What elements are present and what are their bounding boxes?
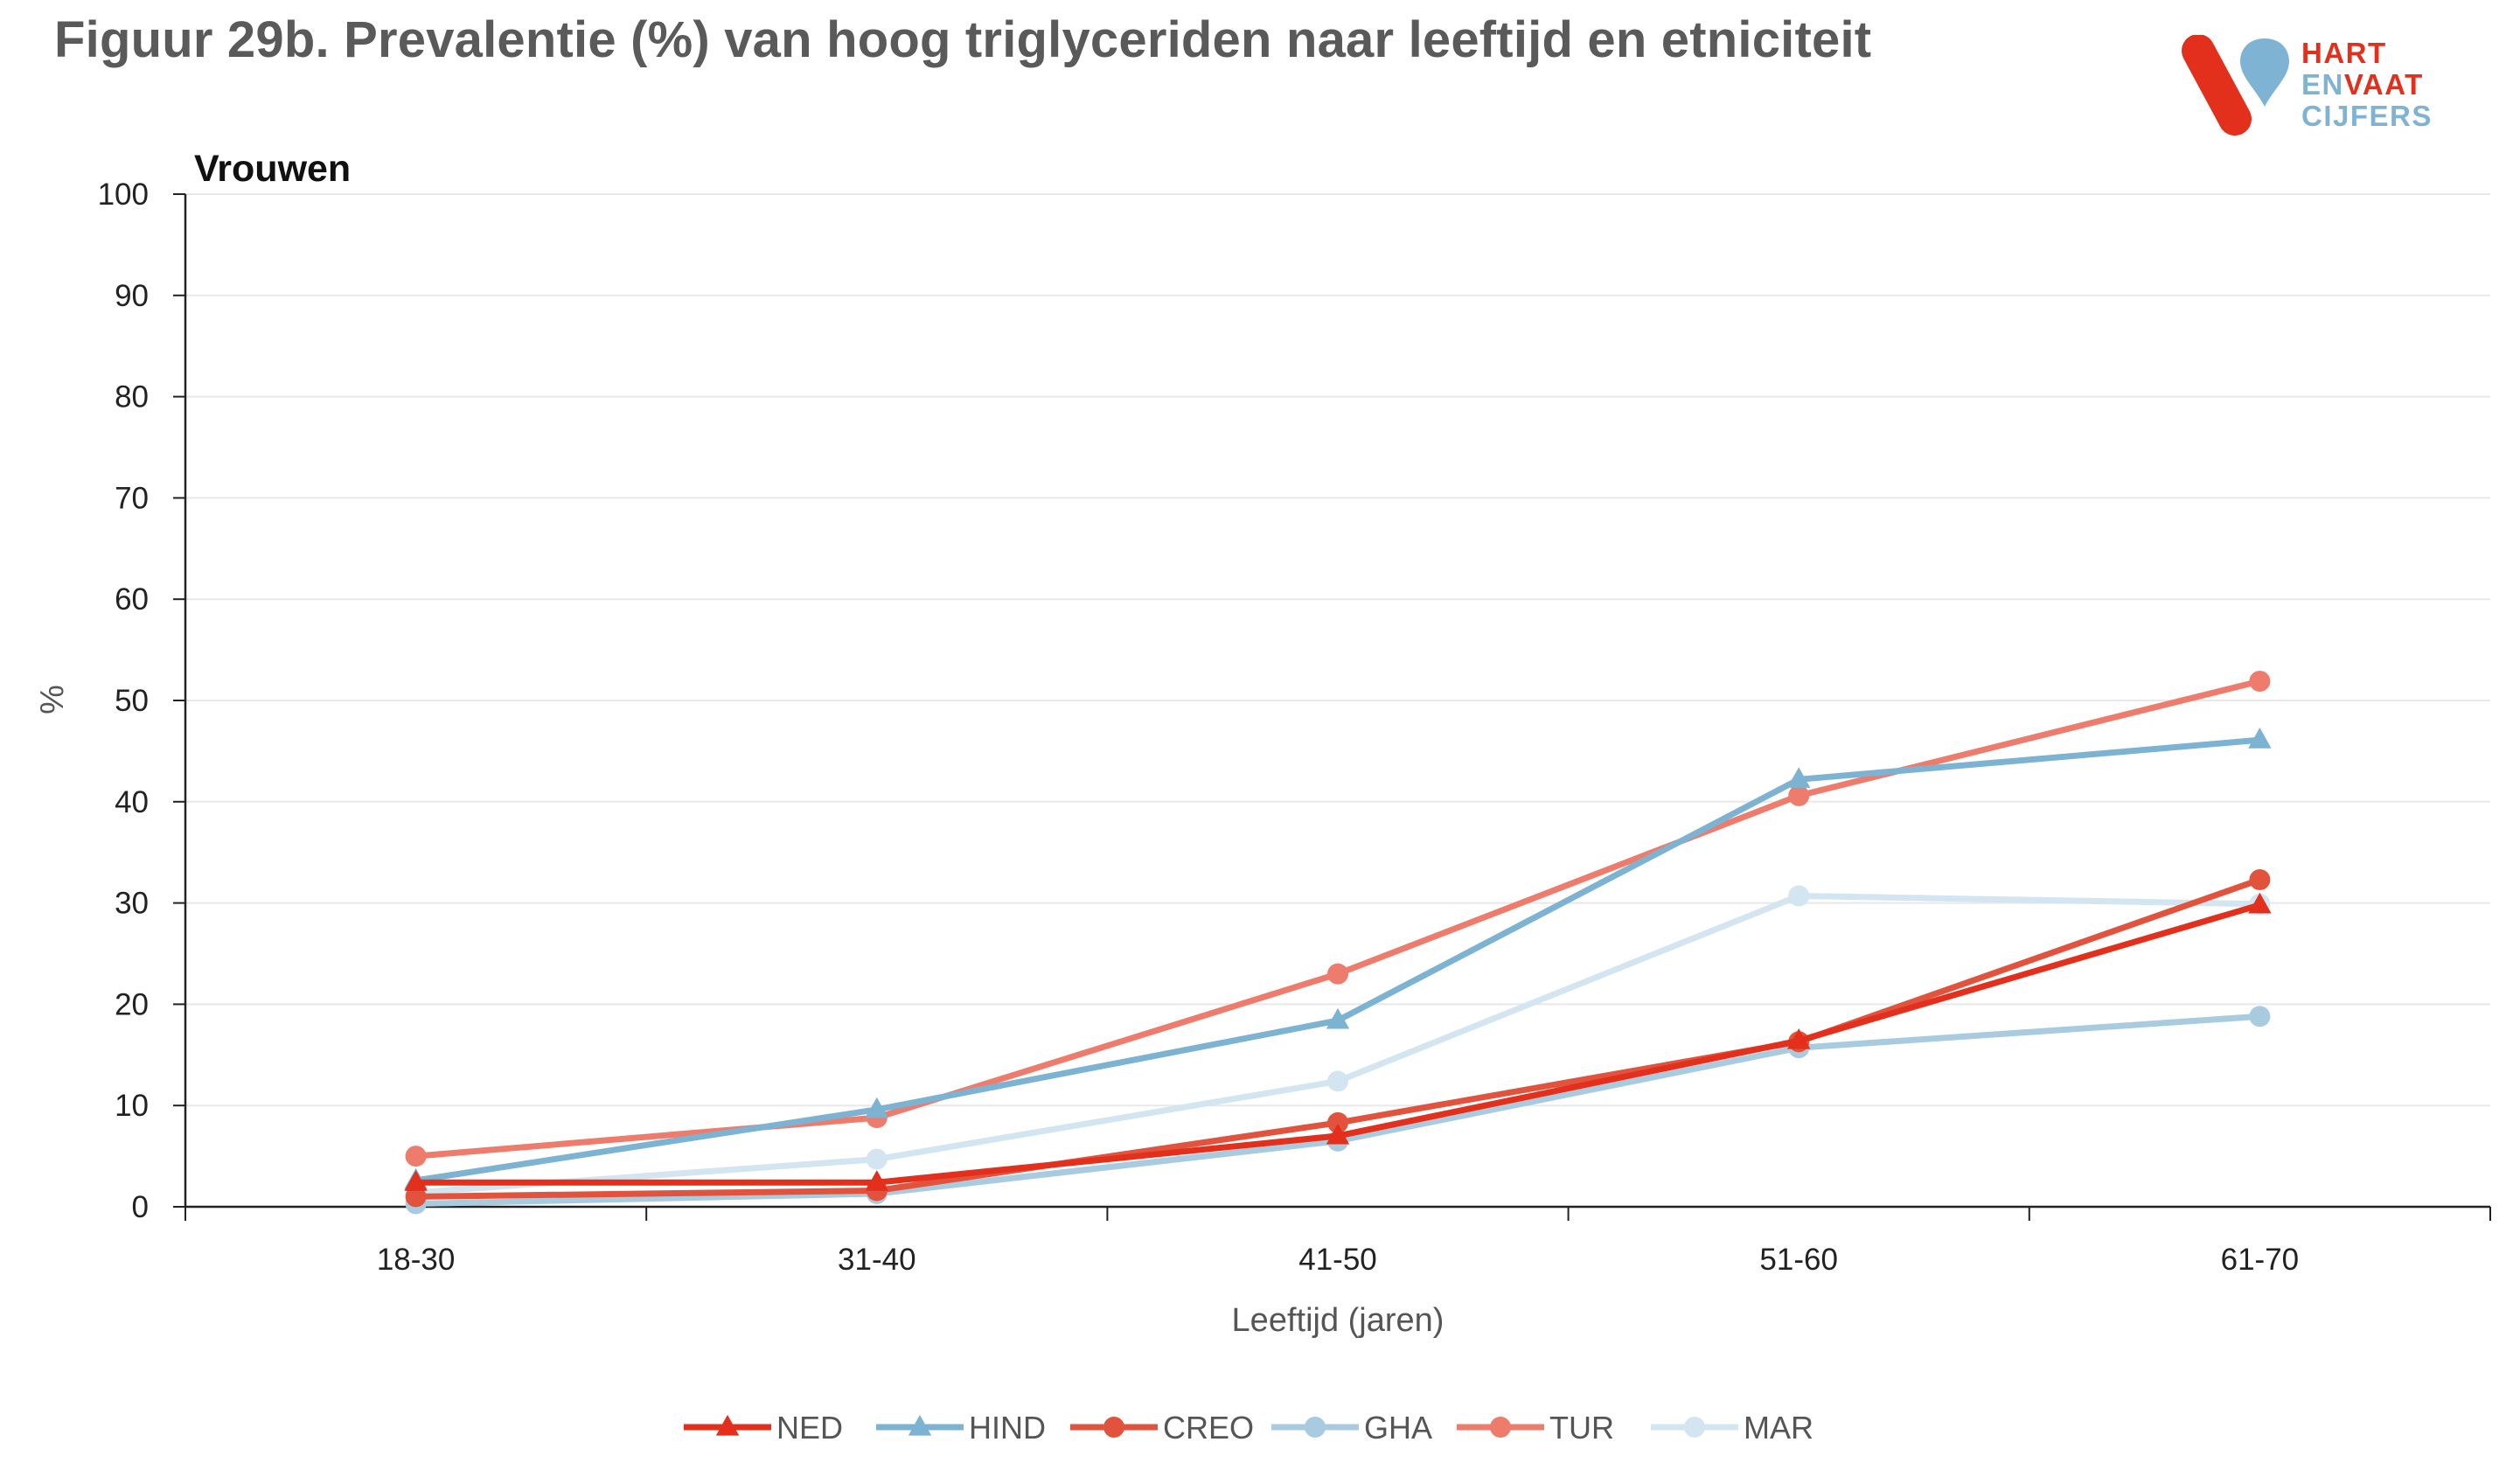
series-line-gha	[413, 1013, 2263, 1208]
legend-item-ned: NED	[684, 1410, 843, 1446]
legend-item-creo: CREO	[1070, 1410, 1254, 1446]
gridlines	[185, 193, 2490, 1107]
series-mar	[405, 885, 2271, 1203]
logo-text-line2: ENVAAT	[2301, 70, 2424, 99]
data-point-creo	[1327, 1111, 1348, 1133]
legend-item-tur: TUR	[1457, 1410, 1614, 1446]
legend-label-ned: NED	[776, 1410, 843, 1446]
y-axis-title: %	[34, 685, 71, 714]
logo-text-line1: HART	[2301, 37, 2387, 69]
data-point-ned	[865, 1170, 888, 1191]
logo-mark-icon	[2182, 35, 2289, 136]
data-point-ned	[404, 1170, 428, 1191]
data-point-creo	[2249, 868, 2271, 890]
x-tick-label: 61-70	[2221, 1243, 2300, 1277]
panel-title: Vrouwen	[194, 148, 351, 190]
legend-label-hind: HIND	[969, 1410, 1046, 1446]
page-title: Figuur 29b. Prevalentie (%) van hoog tri…	[54, 11, 1872, 68]
data-point-tur	[1788, 784, 1810, 806]
legend-label-creo: CREO	[1163, 1410, 1254, 1446]
legend-item-mar: MAR	[1651, 1410, 1813, 1446]
y-tick-label: 60	[115, 582, 149, 617]
logo-text-en: EN	[2301, 68, 2344, 101]
data-point-tur	[405, 1146, 427, 1167]
y-tick-label: 50	[115, 684, 149, 718]
y-tick-label: 100	[98, 178, 149, 212]
logo-text-vaat: VAAT	[2343, 68, 2424, 101]
data-point-mar	[1788, 885, 1810, 907]
legend-label-mar: MAR	[1744, 1410, 1813, 1446]
legend-marker-mar	[1684, 1417, 1705, 1438]
x-axis-ticks: 18-30 31-40 41-50 51-60 61-70	[184, 1207, 2491, 1277]
data-point-tur	[2249, 670, 2271, 692]
data-point-hind	[1326, 1007, 1350, 1029]
legend-marker-gha	[1305, 1417, 1326, 1438]
data-point-ned	[1326, 1123, 1350, 1145]
legend-item-gha: GHA	[1271, 1410, 1432, 1446]
x-tick-label: 18-30	[377, 1243, 456, 1277]
logo-red-bar	[2182, 35, 2252, 136]
y-tick-label: 30	[115, 887, 149, 921]
data-point-hind	[2248, 728, 2272, 749]
legend-marker-hind	[908, 1414, 932, 1436]
data-point-gha	[2249, 1006, 2271, 1028]
series-ned	[404, 892, 2272, 1191]
y-tick-label: 20	[115, 987, 149, 1021]
series-group	[404, 670, 2272, 1215]
logo-blue-drop	[2240, 38, 2289, 107]
legend-marker-ned	[715, 1414, 740, 1436]
hart-en-vaat-cijfers-logo: HART ENVAAT CIJFERS	[2177, 35, 2466, 140]
y-tick-label: 90	[115, 279, 149, 313]
legend-marker-tur	[1490, 1417, 1511, 1438]
data-point-ned	[2248, 892, 2272, 914]
legend-label-tur: TUR	[1549, 1410, 1614, 1446]
x-tick-label: 31-40	[838, 1243, 916, 1277]
legend-item-hind: HIND	[876, 1410, 1046, 1446]
y-tick-label: 40	[115, 785, 149, 819]
x-tick-label: 51-60	[1759, 1243, 1838, 1277]
legend-marker-creo	[1103, 1417, 1124, 1438]
y-axis-ticks: 0 10 20 30 40 50 60 70 80 90 100	[98, 178, 185, 1224]
data-point-creo	[405, 1186, 427, 1208]
x-axis-title: Leeftijd (jaren)	[1232, 1302, 1444, 1339]
series-creo	[405, 868, 2271, 1208]
y-tick-label: 0	[132, 1190, 149, 1224]
x-tick-label: 41-50	[1298, 1243, 1377, 1277]
data-point-hind	[865, 1097, 888, 1118]
data-point-tur	[1327, 963, 1348, 985]
y-tick-label: 80	[115, 380, 149, 415]
legend: NED HIND CREO GHA TUR MAR	[684, 1410, 1813, 1446]
data-point-mar	[866, 1148, 888, 1170]
y-tick-label: 10	[115, 1089, 149, 1123]
data-point-hind	[1787, 767, 1811, 788]
legend-label-gha: GHA	[1364, 1410, 1432, 1446]
series-tur	[405, 670, 2271, 1167]
data-point-mar	[1327, 1070, 1348, 1092]
data-point-ned	[1787, 1028, 1811, 1049]
logo-text-line3: CIJFERS	[2301, 100, 2433, 132]
y-tick-label: 70	[115, 481, 149, 515]
